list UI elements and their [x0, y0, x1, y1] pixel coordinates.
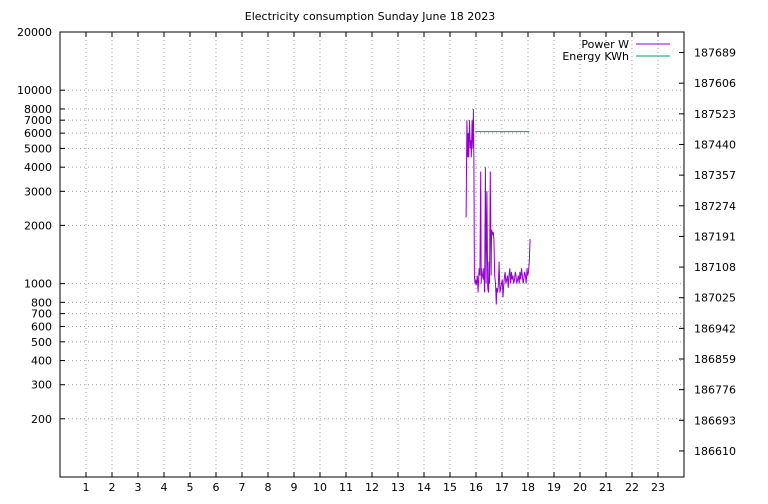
y-tick-label: 20000	[17, 26, 52, 39]
x-tick-label: 14	[417, 481, 431, 494]
y2-tick-label: 187523	[694, 108, 736, 121]
y-tick-label: 700	[31, 308, 52, 321]
x-tick-label: 10	[313, 481, 327, 494]
x-tick-label: 22	[625, 481, 639, 494]
x-tick-label: 18	[521, 481, 535, 494]
y2-tick-label: 187108	[694, 261, 736, 274]
x-tick-label: 3	[135, 481, 142, 494]
y2-tick-label: 186693	[694, 414, 736, 427]
y-tick-label: 7000	[24, 114, 52, 127]
x-tick-label: 21	[599, 481, 613, 494]
y2-tick-label: 187025	[694, 292, 736, 305]
y2-tick-label: 186859	[694, 353, 736, 366]
x-tick-label: 17	[495, 481, 509, 494]
series-layer	[465, 108, 531, 305]
series-line-power-w	[465, 108, 531, 305]
x-tick-label: 12	[365, 481, 379, 494]
x-tick-label: 20	[573, 481, 587, 494]
y2-tick-label: 187606	[694, 77, 736, 90]
y2-tick-label: 187440	[694, 138, 736, 151]
x-tick-label: 15	[443, 481, 457, 494]
y-tick-label: 10000	[17, 84, 52, 97]
y-tick-label: 400	[31, 355, 52, 368]
x-tick-label: 16	[469, 481, 483, 494]
x-tick-label: 4	[161, 481, 168, 494]
y2-tick-label: 187689	[694, 47, 736, 60]
y-tick-label: 500	[31, 336, 52, 349]
y-tick-label: 8000	[24, 103, 52, 116]
y-tick-label: 5000	[24, 142, 52, 155]
x-tick-label: 2	[109, 481, 116, 494]
y-tick-label: 2000	[24, 219, 52, 232]
y2-tick-label: 187357	[694, 169, 736, 182]
y2-tick-label: 186776	[694, 384, 736, 397]
y2-tick-label: 186610	[694, 445, 736, 458]
x-tick-label: 13	[391, 481, 405, 494]
x-tick-label: 9	[291, 481, 298, 494]
y2-tick-label: 186942	[694, 322, 736, 335]
legend-label: Power W	[581, 38, 629, 51]
y2-tick-label: 187274	[694, 200, 736, 213]
x-tick-label: 7	[239, 481, 246, 494]
grid-layer	[60, 32, 684, 477]
x-tick-label: 1	[83, 481, 90, 494]
chart-title: Electricity consumption Sunday June 18 2…	[245, 10, 495, 23]
x-tick-label: 23	[651, 481, 665, 494]
x-tick-label: 8	[265, 481, 272, 494]
y-tick-label: 3000	[24, 185, 52, 198]
y-tick-label: 800	[31, 296, 52, 309]
y-tick-label: 6000	[24, 127, 52, 140]
y-tick-label: 1000	[24, 278, 52, 291]
legend-label: Energy KWh	[562, 50, 629, 63]
y-tick-label: 4000	[24, 161, 52, 174]
y-tick-label: 300	[31, 379, 52, 392]
ticks-layer: 1 2 3 4 5 6 7 8 9 10 11 12 13 14 15 16 17 18 19 20 21 22 23200…	[17, 26, 736, 494]
x-tick-label: 11	[339, 481, 353, 494]
x-tick-label: 5	[187, 481, 194, 494]
y2-tick-label: 187191	[694, 230, 736, 243]
x-tick-label: 6	[213, 481, 220, 494]
y-tick-label: 200	[31, 413, 52, 426]
y-tick-label: 600	[31, 321, 52, 334]
x-tick-label: 19	[547, 481, 561, 494]
